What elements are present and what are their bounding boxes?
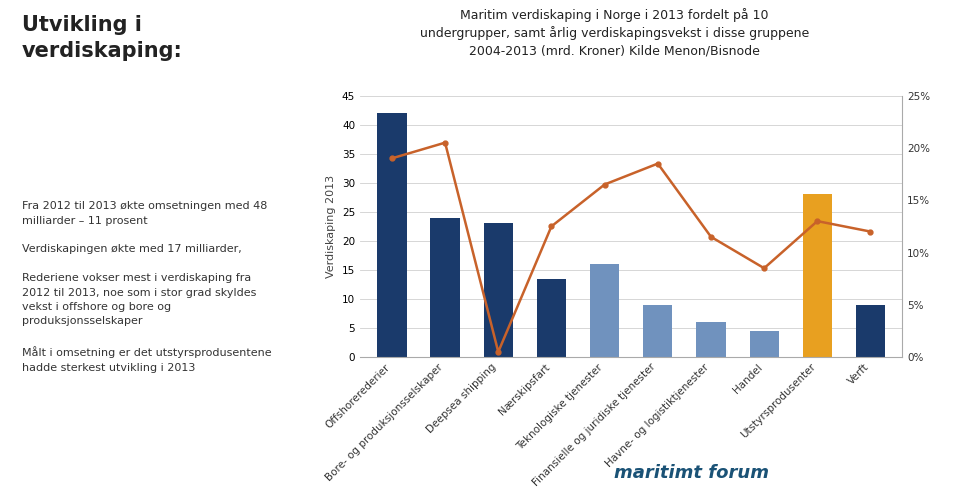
Bar <box>856 305 885 357</box>
Bar <box>643 305 672 357</box>
Text: maritimt forum: maritimt forum <box>613 464 769 482</box>
Bar <box>696 322 726 357</box>
Y-axis label: Verdiskaping 2013: Verdiskaping 2013 <box>326 175 336 278</box>
Text: Utvikling i
verdiskaping:: Utvikling i verdiskaping: <box>22 15 182 61</box>
Bar <box>537 279 566 357</box>
Bar <box>803 194 832 357</box>
Bar <box>750 331 779 357</box>
Bar <box>484 223 513 357</box>
Text: Maritim verdiskaping i Norge i 2013 fordelt på 10
undergrupper, samt årlig verdi: Maritim verdiskaping i Norge i 2013 ford… <box>420 8 809 58</box>
Bar <box>590 264 619 357</box>
Bar <box>430 218 460 357</box>
Bar <box>377 113 406 357</box>
Text: Fra 2012 til 2013 økte omsetningen med 48
milliarder – 11 prosent

Verdiskapinge: Fra 2012 til 2013 økte omsetningen med 4… <box>22 201 272 373</box>
